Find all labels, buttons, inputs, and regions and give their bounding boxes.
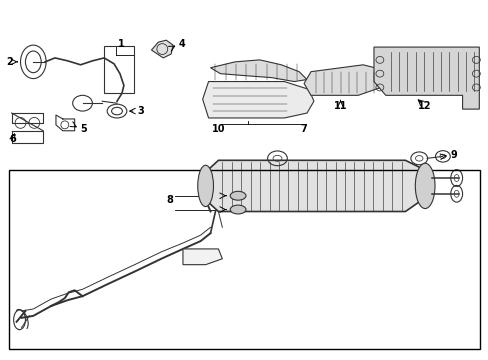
Text: 11: 11: [333, 101, 346, 111]
Polygon shape: [183, 249, 222, 265]
Text: 3: 3: [138, 106, 144, 116]
Text: 4: 4: [179, 39, 185, 49]
Bar: [9, 170, 479, 349]
Polygon shape: [304, 65, 382, 95]
Text: 10: 10: [211, 124, 224, 134]
Ellipse shape: [230, 205, 245, 214]
Text: 9: 9: [450, 150, 457, 161]
Ellipse shape: [233, 193, 242, 198]
Text: 7: 7: [300, 124, 307, 134]
Polygon shape: [205, 160, 424, 212]
Polygon shape: [202, 82, 313, 118]
Ellipse shape: [414, 163, 434, 208]
Polygon shape: [210, 60, 306, 82]
Text: 5: 5: [81, 124, 87, 134]
Text: 6: 6: [10, 134, 17, 144]
Text: 2: 2: [6, 57, 13, 67]
Text: 8: 8: [166, 195, 173, 205]
Ellipse shape: [197, 165, 213, 207]
Ellipse shape: [233, 207, 242, 212]
Ellipse shape: [230, 191, 245, 200]
Polygon shape: [151, 40, 173, 58]
Text: 1: 1: [118, 39, 124, 49]
Text: 12: 12: [418, 101, 431, 111]
Bar: [104, 46, 133, 93]
Polygon shape: [373, 47, 478, 109]
